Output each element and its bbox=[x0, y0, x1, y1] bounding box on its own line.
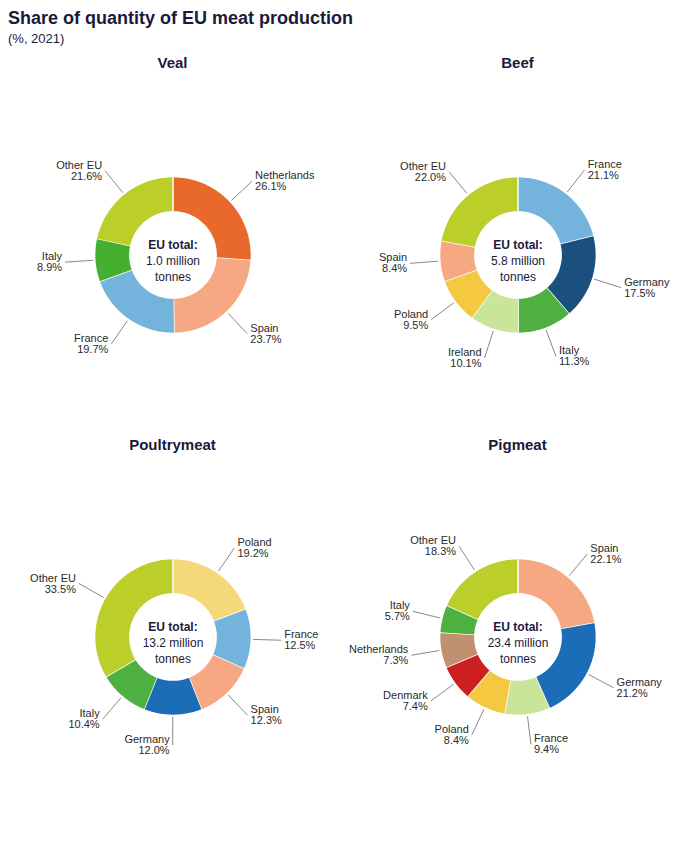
svg-text:Netherlands7.3%: Netherlands7.3% bbox=[349, 643, 409, 666]
svg-text:5.8 million: 5.8 million bbox=[491, 254, 545, 268]
svg-text:Poland8.4%: Poland8.4% bbox=[435, 723, 469, 746]
svg-text:EU total:: EU total: bbox=[148, 620, 197, 634]
svg-text:Italy8.9%: Italy8.9% bbox=[37, 250, 63, 273]
svg-text:Spain12.3%: Spain12.3% bbox=[251, 703, 282, 726]
svg-text:tonnes: tonnes bbox=[155, 652, 191, 666]
svg-text:tonnes: tonnes bbox=[155, 270, 191, 284]
html-text:Veal: Veal bbox=[157, 54, 188, 71]
svg-text:Germany12.0%: Germany12.0% bbox=[124, 733, 170, 756]
svg-text:tonnes: tonnes bbox=[500, 270, 536, 284]
svg-text:EU total:: EU total: bbox=[493, 238, 542, 252]
html-text:(%, 2021): (%, 2021) bbox=[8, 31, 65, 46]
svg-text:France12.5%: France12.5% bbox=[284, 628, 318, 651]
svg-text:Italy11.3%: Italy11.3% bbox=[559, 344, 590, 367]
svg-text:tonnes: tonnes bbox=[500, 652, 536, 666]
svg-text:1.0 million: 1.0 million bbox=[146, 254, 200, 268]
svg-text:Ireland10.1%: Ireland10.1% bbox=[448, 346, 482, 369]
svg-text:Germany21.2%: Germany21.2% bbox=[617, 676, 663, 699]
svg-text:Spain23.7%: Spain23.7% bbox=[250, 322, 281, 345]
svg-text:13.2 million: 13.2 million bbox=[143, 636, 204, 650]
svg-text:Poland19.2%: Poland19.2% bbox=[237, 536, 271, 559]
svg-text:Spain8.4%: Spain8.4% bbox=[379, 251, 407, 274]
html-text:Poultrymeat: Poultrymeat bbox=[129, 436, 216, 453]
html-text:Pigmeat: Pigmeat bbox=[488, 436, 547, 453]
svg-text:Other EU18.3%: Other EU18.3% bbox=[410, 534, 456, 557]
svg-text:EU total:: EU total: bbox=[493, 620, 542, 634]
svg-text:Other EU22.0%: Other EU22.0% bbox=[400, 160, 446, 183]
svg-text:Italy10.4%: Italy10.4% bbox=[68, 707, 100, 730]
svg-text:Netherlands26.1%: Netherlands26.1% bbox=[255, 169, 315, 192]
svg-text:Poland9.5%: Poland9.5% bbox=[394, 308, 428, 331]
svg-text:23.4 million: 23.4 million bbox=[488, 636, 549, 650]
svg-text:Other EU33.5%: Other EU33.5% bbox=[30, 572, 76, 595]
svg-text:Spain22.1%: Spain22.1% bbox=[590, 542, 621, 565]
svg-text:France9.4%: France9.4% bbox=[534, 732, 568, 755]
html-text:Share of quantity of EU meat p: Share of quantity of EU meat production bbox=[8, 8, 353, 28]
svg-text:Other EU21.6%: Other EU21.6% bbox=[56, 159, 102, 182]
svg-text:France21.1%: France21.1% bbox=[588, 158, 622, 181]
svg-text:Italy5.7%: Italy5.7% bbox=[385, 599, 411, 622]
html-text:Beef: Beef bbox=[501, 54, 534, 71]
svg-text:EU total:: EU total: bbox=[148, 238, 197, 252]
svg-text:Denmark7.4%: Denmark7.4% bbox=[383, 689, 428, 712]
svg-text:France19.7%: France19.7% bbox=[74, 332, 108, 355]
svg-text:Germany17.5%: Germany17.5% bbox=[624, 276, 670, 299]
